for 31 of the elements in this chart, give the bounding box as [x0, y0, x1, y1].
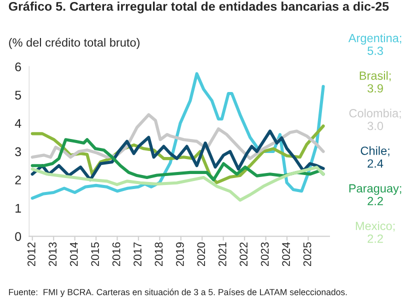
- y-tick-label: 0: [15, 232, 22, 241]
- x-tick-label: 2014: [70, 242, 78, 266]
- x-tick-label: 2016: [112, 242, 120, 266]
- x-tick-label: 2025: [303, 242, 312, 266]
- chart-title: Gráfico 5. Cartera irregular total de entidades bancarias a dic-25: [8, 2, 389, 14]
- x-tick-label: 2018: [154, 242, 163, 266]
- text: Chile; 2.4: [360, 146, 390, 168]
- line-series: [30, 166, 325, 202]
- text: Brasil; 3.9: [360, 71, 391, 93]
- x-tick-label: 2015: [91, 242, 100, 266]
- y-tick-label: 6: [15, 62, 21, 72]
- y-tick-label: 1: [16, 204, 21, 213]
- y-tick-label: 3: [15, 147, 21, 156]
- y-tick-label: 5: [15, 90, 22, 100]
- x-tick-label: 2013: [48, 242, 57, 266]
- x-tick-label: 2012: [27, 242, 36, 266]
- line-series: [30, 138, 325, 182]
- x-tick-label: 2019: [176, 242, 184, 266]
- x-tick-label: 2023: [260, 242, 269, 266]
- x-tick-label: 2017: [134, 242, 142, 266]
- text: Mexico; 2.2: [356, 221, 395, 243]
- y-tick-label: 4: [14, 119, 22, 128]
- chart-subtitle: (% del crédito total bruto): [9, 38, 140, 50]
- x-tick-label: 2021: [218, 242, 226, 266]
- x-tick-label: 2024: [282, 242, 290, 266]
- y-tick-label: 2: [15, 176, 21, 184]
- x-tick-label: 2020: [197, 242, 206, 266]
- text: Argentina; 5.3: [348, 34, 402, 55]
- x-tick-label: 2022: [240, 242, 248, 266]
- text: Paraguay; 2.2: [349, 184, 402, 206]
- source-note: Fuente: FMI y BCRA. Carteras en situación de 3 a 5. Países de LATAM seleccionados.: [9, 288, 347, 297]
